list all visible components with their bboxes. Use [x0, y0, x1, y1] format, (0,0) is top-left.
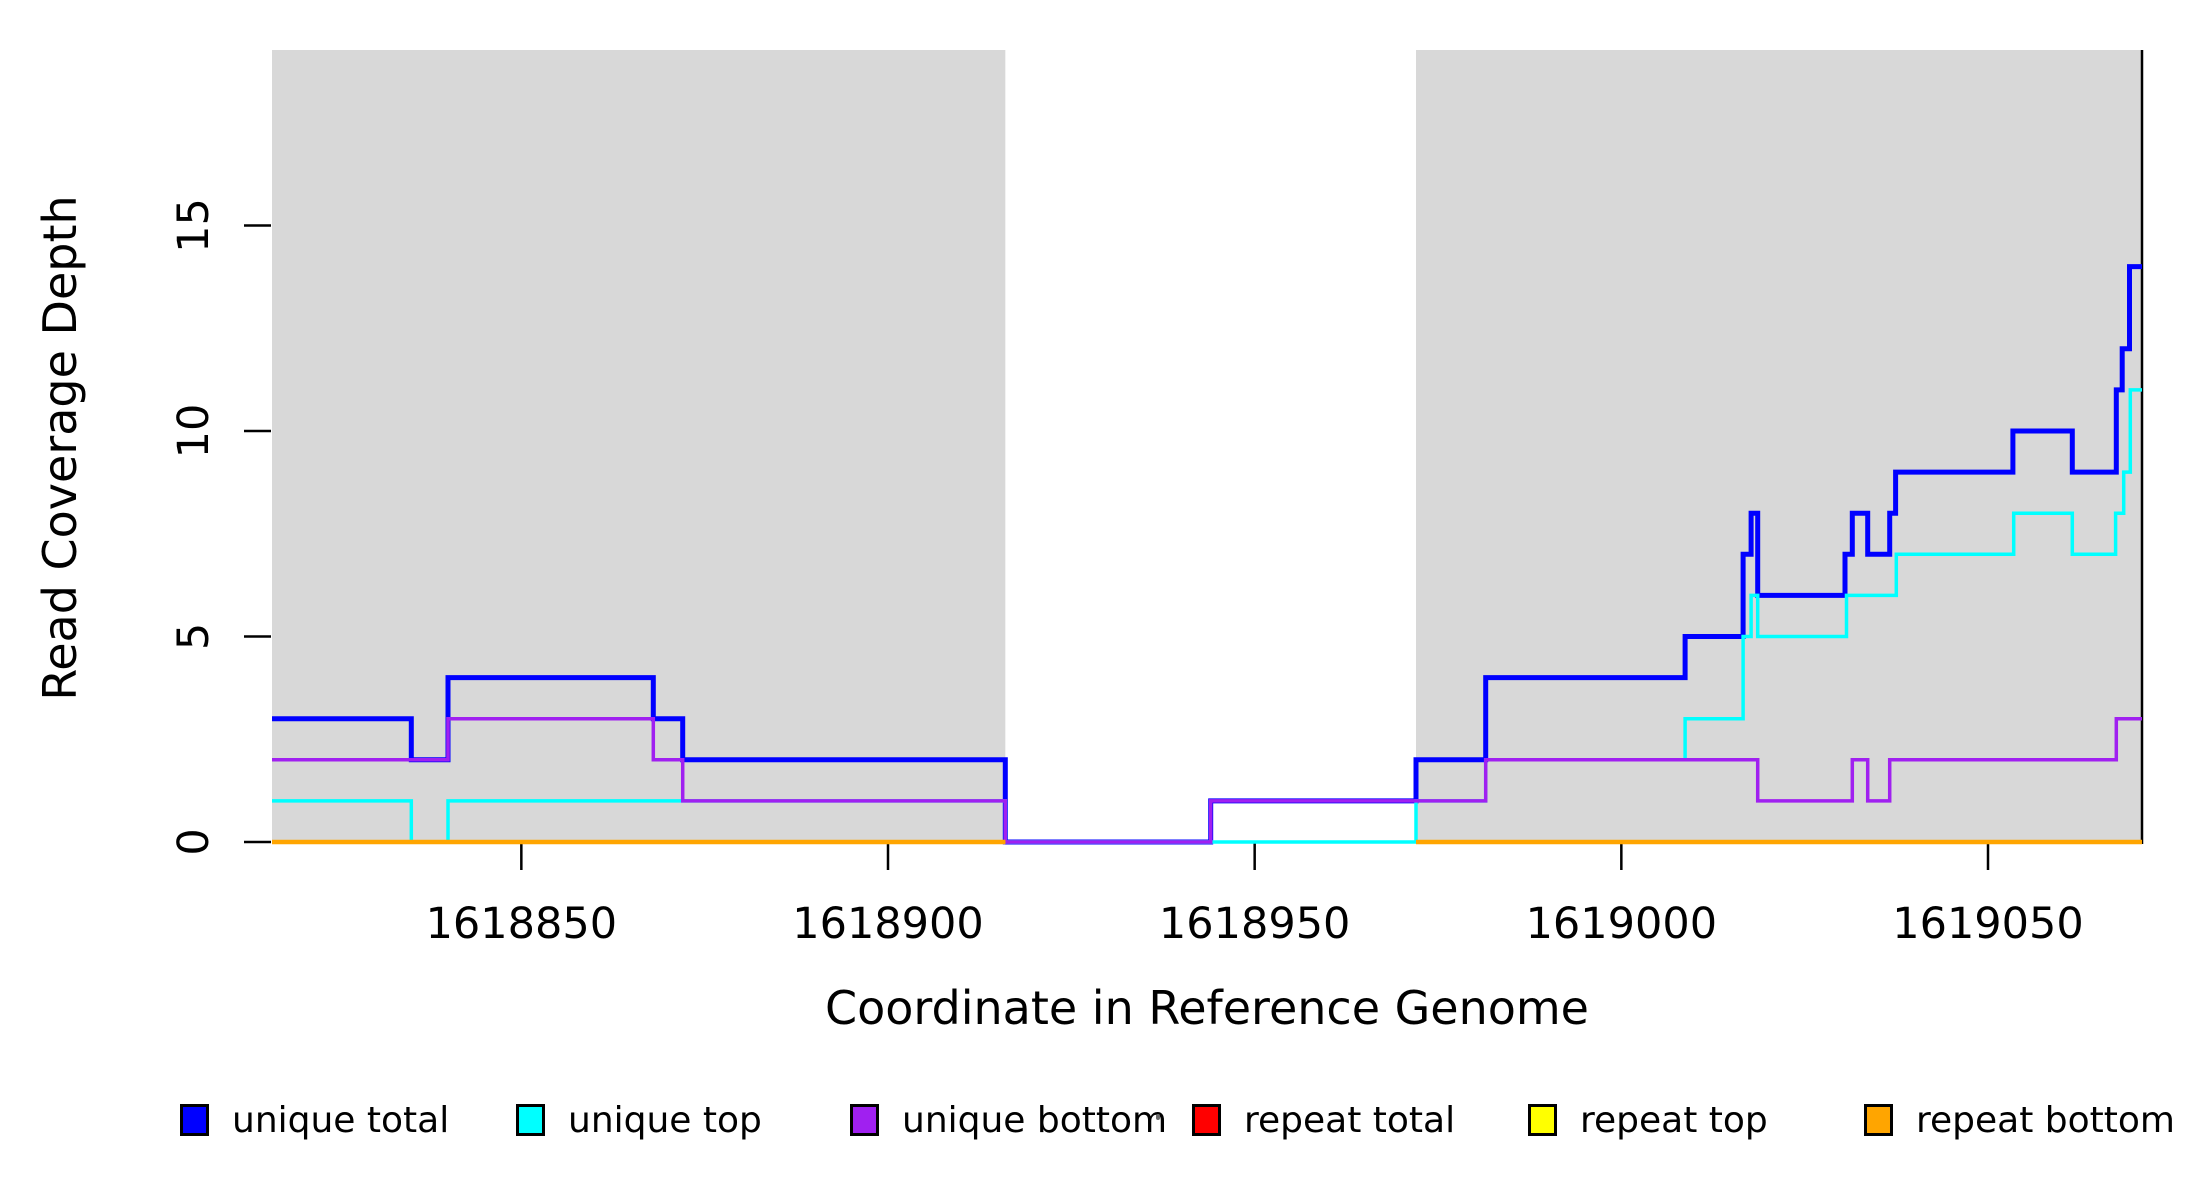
legend-label: repeat total	[1244, 1099, 1456, 1141]
x-tick-label: 1618950	[1159, 899, 1351, 949]
legend-item-unique-total: unique total	[180, 1098, 449, 1142]
legend-label: repeat top	[1580, 1099, 1768, 1141]
y-tick-label: 10	[169, 404, 219, 459]
legend-swatch	[1864, 1104, 1893, 1136]
legend-item-repeat-bottom: repeat bottom	[1864, 1098, 2175, 1142]
legend-item-repeat-top: repeat top	[1528, 1098, 1768, 1142]
series-unique-total	[272, 264, 2142, 845]
legend-swatch	[516, 1104, 545, 1136]
legend-swatch	[1528, 1104, 1557, 1136]
legend-item-unique-top: unique top	[516, 1098, 762, 1142]
legend: unique total unique top unique bottom repea…	[0, 1098, 2200, 1148]
y-tick-label: 0	[169, 828, 219, 855]
series-lines	[272, 264, 2142, 845]
legend-swatch	[180, 1104, 209, 1136]
legend-item-repeat-total: repeat total	[1192, 1098, 1455, 1142]
highlight-band	[272, 50, 1006, 842]
y-tick-label: 5	[169, 623, 219, 650]
legend-item-unique-bottom: unique bottom	[850, 1098, 1167, 1142]
y-tick-label: 15	[169, 198, 219, 253]
legend-swatch	[850, 1104, 879, 1136]
legend-swatch	[1192, 1104, 1221, 1136]
shaded-bands	[272, 50, 2142, 842]
legend-label: unique total	[232, 1099, 450, 1141]
x-axis-title: Coordinate in Reference Genome	[825, 981, 1589, 1035]
x-tick-label: 1619050	[1892, 899, 2084, 949]
highlight-band	[1416, 50, 2142, 842]
axes: 1618850 1618900 1618950 1619000 1619050 0 5 10 1…	[169, 50, 2144, 949]
x-tick-label: 1618850	[426, 899, 618, 949]
x-tick-label: 1619000	[1526, 899, 1718, 949]
series-unique-bottom	[272, 716, 2142, 844]
legend-label: unique top	[568, 1099, 762, 1141]
stray-dot	[1156, 1114, 1160, 1120]
legend-label: unique bottom	[902, 1099, 1168, 1141]
y-axis-title: Read Coverage Depth	[33, 195, 87, 700]
legend-label: repeat bottom	[1916, 1099, 2175, 1141]
x-tick-label: 1618900	[792, 899, 984, 949]
